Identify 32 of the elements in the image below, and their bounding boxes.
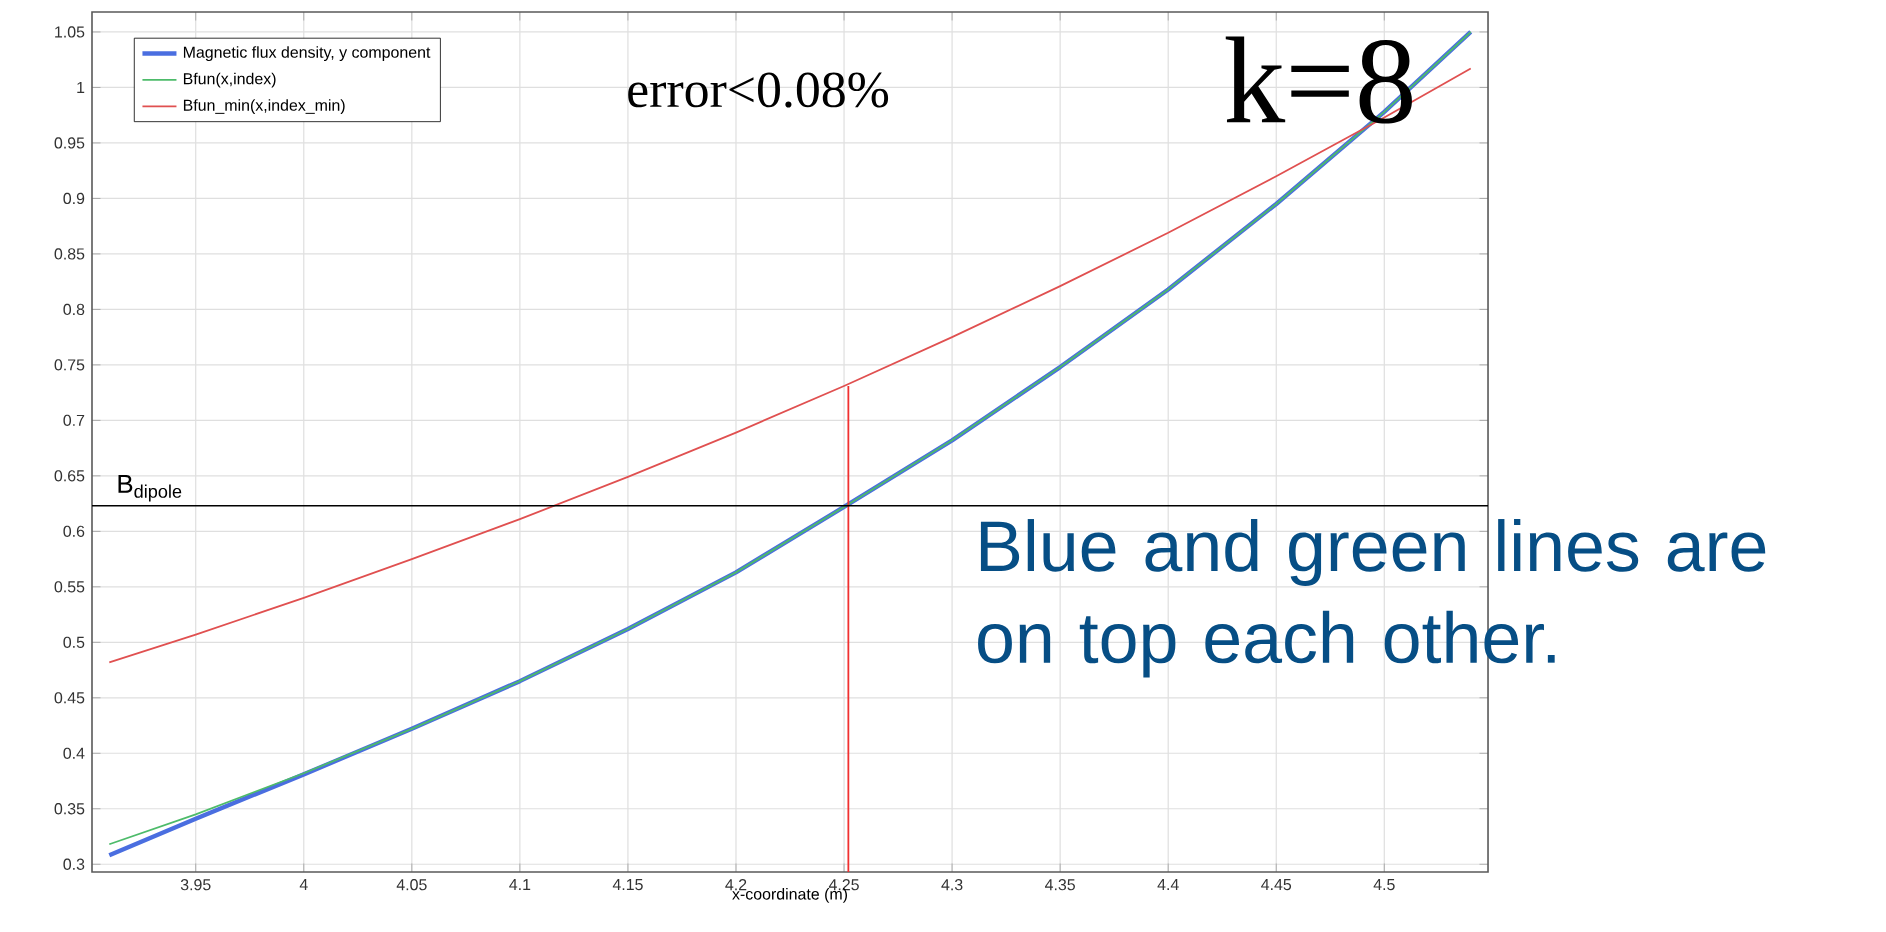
x-tick-label: 4.5 [1373,879,1395,891]
x-tick-label: 4.05 [396,879,427,891]
y-tick-label: 1 [77,81,85,93]
x-tick-label: 4.3 [941,879,963,891]
y-tick-label: 0.9 [63,192,85,205]
y-tick-label: 0.7 [63,414,85,426]
y-tick-label: 0.35 [54,803,85,815]
x-tick-label: 3.95 [180,879,211,891]
x-tick-label: 4.15 [612,879,643,891]
y-tick-label: 0.65 [54,470,85,482]
y-tick-label: 1.05 [55,26,85,38]
x-tick-label: 4.35 [1045,879,1075,891]
y-tick-label: 0.4 [63,747,85,759]
annotation: k=8 [1225,36,1412,124]
ref-line-label: B$_{dipole}$ [118,474,182,502]
y-tick-label: 0.75 [54,359,85,371]
legend-label: Bfun(x,index) [183,72,276,88]
legend-label: Bfun_min(x,index_min) [183,99,345,115]
y-tick-label: 0.8 [63,303,85,316]
annotation: error<0.08% [628,72,889,108]
x-tick-label: 4.1 [509,879,531,891]
y-tick-label: 0.85 [54,248,85,260]
x-tick-label: 4 [299,879,308,891]
x-tick-label: 4.4 [1157,879,1179,891]
y-tick-label: 0.55 [54,581,85,593]
y-tick-label: 0.45 [54,692,85,704]
x-tick-label: 4.45 [1261,879,1292,891]
legend-label: Magnetic flux density, y component [183,46,431,62]
y-tick-label: 0.5 [63,636,85,648]
y-tick-label: 0.95 [54,137,85,149]
y-tick-label: 0.6 [63,525,85,537]
y-tick-label: 0.3 [63,858,85,870]
